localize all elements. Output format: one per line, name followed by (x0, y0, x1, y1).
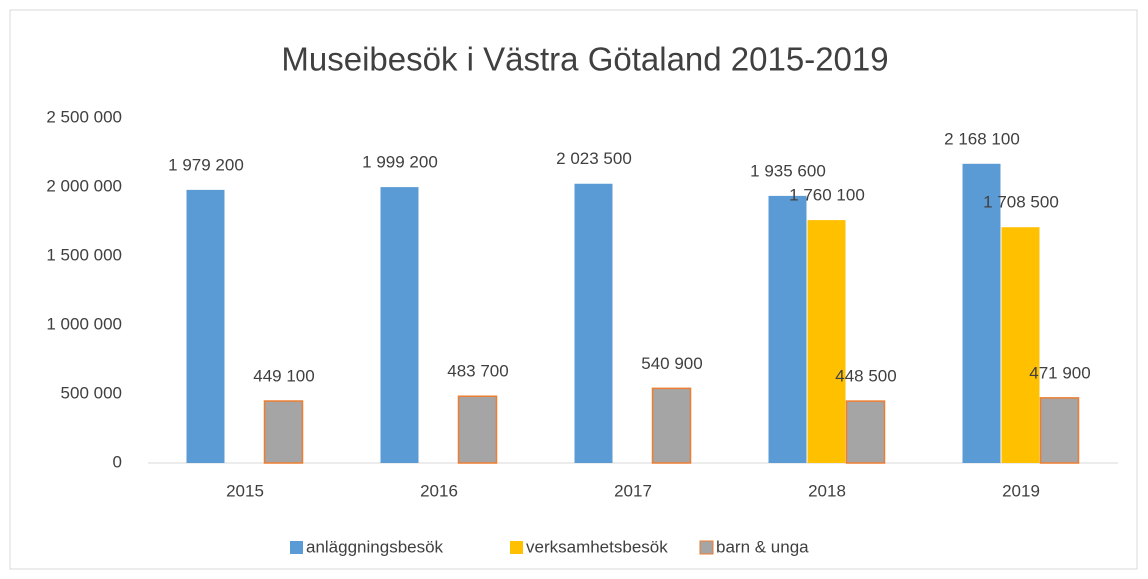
legend-swatch (290, 541, 303, 554)
x-tick-label: 2017 (614, 481, 652, 500)
bar (651, 387, 692, 464)
bar (186, 189, 225, 463)
y-tick-label: 1 000 000 (46, 314, 122, 333)
bar (1001, 227, 1040, 463)
legend-label: barn & unga (716, 537, 809, 556)
y-tick-label: 2 000 000 (46, 176, 122, 195)
value-label: 1 935 600 (750, 161, 826, 180)
bar (457, 395, 498, 464)
value-label: 540 900 (641, 354, 702, 373)
bar (263, 400, 304, 464)
bar (768, 195, 807, 463)
bar (380, 187, 419, 463)
bar (574, 183, 613, 463)
bar (845, 400, 886, 464)
chart-title: Museibesök i Västra Götaland 2015-2019 (281, 41, 888, 78)
y-tick-label: 500 000 (61, 383, 122, 402)
value-label: 483 700 (447, 362, 508, 381)
x-tick-label: 2019 (1002, 481, 1040, 500)
value-label: 471 900 (1029, 363, 1090, 382)
legend-swatch (699, 540, 714, 555)
value-label: 1 999 200 (362, 153, 438, 172)
value-label: 1 760 100 (789, 186, 865, 205)
value-label: 1 708 500 (983, 193, 1059, 212)
value-label: 1 979 200 (168, 155, 244, 174)
value-label: 449 100 (253, 367, 314, 386)
legend-label: verksamhetsbesök (526, 537, 668, 556)
value-label: 448 500 (835, 367, 896, 386)
bar (962, 163, 1001, 464)
y-tick-label: 2 500 000 (46, 107, 122, 126)
x-tick-label: 2015 (226, 481, 264, 500)
value-label: 2 168 100 (944, 129, 1020, 148)
legend-swatch (510, 541, 523, 554)
x-tick-label: 2018 (808, 481, 846, 500)
x-tick-label: 2016 (420, 481, 458, 500)
y-tick-label: 1 500 000 (46, 245, 122, 264)
bar (807, 220, 846, 463)
bar (1039, 397, 1080, 464)
y-tick-label: 0 (113, 452, 122, 471)
legend-label: anläggningsbesök (306, 537, 444, 556)
value-label: 2 023 500 (556, 149, 632, 168)
